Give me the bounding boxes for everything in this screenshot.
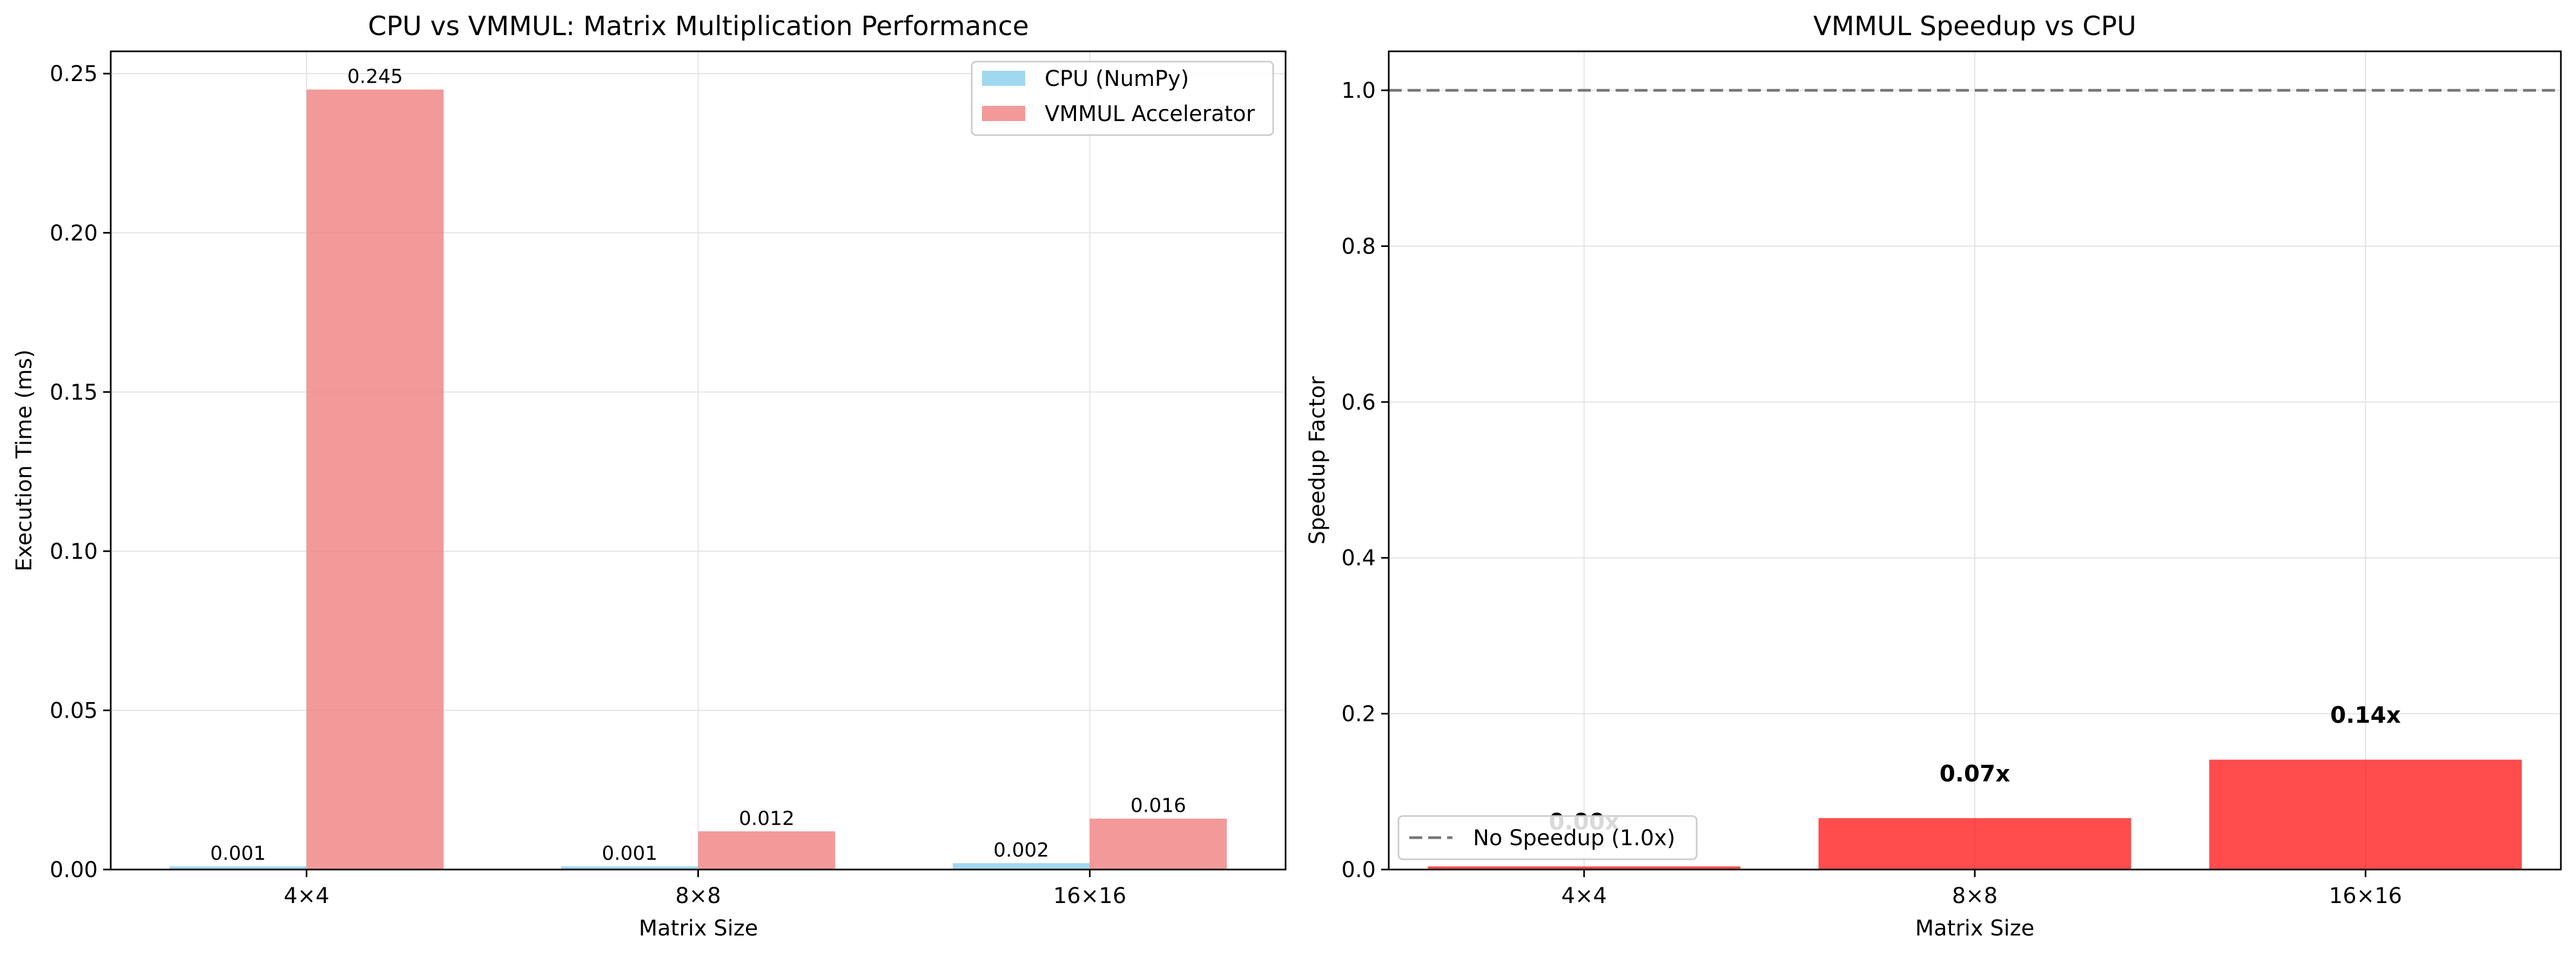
cpu-bar-value-label: 0.001	[602, 843, 657, 865]
legend-swatch-cpu	[982, 71, 1025, 86]
execution-time-grid	[111, 51, 1286, 870]
y-tick-label: 0.8	[1341, 234, 1376, 259]
speedup-y-axis-label: Speedup Factor	[1305, 376, 1330, 545]
legend-label-vmmul: VMMUL Accelerator	[1045, 102, 1255, 126]
cpu-bar	[952, 863, 1090, 870]
execution-time-y-axis-label: Execution Time (ms)	[12, 350, 37, 572]
execution-time-bars: 0.001 0.001 0.002 0.245 0.012 0.016	[169, 66, 1227, 870]
x-tick-label: 16×16	[1053, 884, 1126, 908]
vmmul-bar-value-label: 0.016	[1131, 795, 1186, 817]
y-tick-label: 0.05	[50, 698, 98, 723]
execution-time-x-axis-label: Matrix Size	[639, 916, 758, 941]
cpu-bar	[169, 866, 307, 870]
speedup-ticks: 4×4 8×8 16×16 0.0 0.2 0.4 0.6 0.8 1.0	[1341, 78, 2402, 908]
y-tick-label: 0.20	[50, 221, 98, 246]
y-tick-label: 0.4	[1341, 546, 1376, 571]
vmmul-bar-value-label: 0.245	[347, 66, 403, 88]
speedup-x-axis-label: Matrix Size	[1915, 916, 2035, 941]
speedup-bar	[2209, 759, 2522, 870]
legend-swatch-vmmul	[982, 106, 1025, 121]
speedup-bar-value-label: 0.07x	[1940, 760, 2010, 787]
y-tick-label: 0.15	[50, 380, 98, 405]
x-tick-label: 8×8	[1952, 884, 1997, 908]
execution-time-ticks: 4×4 8×8 16×16 0.00 0.05 0.10 0.15 0.20 0.25	[50, 62, 1126, 908]
legend-label-cpu: CPU (NumPy)	[1045, 66, 1189, 91]
legend-frame	[971, 61, 1274, 136]
cpu-bar-value-label: 0.002	[993, 839, 1049, 861]
y-tick-label: 0.10	[50, 539, 98, 564]
vmmul-bar	[306, 89, 444, 870]
x-tick-label: 4×4	[284, 884, 329, 908]
legend-frame	[1397, 815, 1698, 860]
vmmul-bar-value-label: 0.012	[739, 807, 795, 830]
vmmul-bar	[698, 831, 836, 870]
speedup-bar	[1428, 866, 1740, 870]
vmmul-bar	[1089, 818, 1227, 870]
x-tick-label: 16×16	[2329, 884, 2402, 908]
y-tick-label: 0.0	[1341, 858, 1376, 883]
speedup-bar	[1818, 818, 2131, 870]
x-tick-label: 8×8	[675, 884, 721, 908]
execution-time-chart-title: CPU vs VMMUL: Matrix Multiplication Perf…	[368, 11, 1029, 42]
legend-label-reference-line: No Speedup (1.0x)	[1473, 826, 1675, 851]
speedup-chart-title: VMMUL Speedup vs CPU	[1813, 11, 2136, 42]
cpu-bar	[561, 866, 698, 870]
y-tick-label: 0.6	[1341, 390, 1376, 415]
y-tick-label: 1.0	[1341, 78, 1376, 103]
execution-time-legend: CPU (NumPy) VMMUL Accelerator	[971, 61, 1274, 136]
y-tick-label: 0.00	[50, 858, 98, 883]
speedup-legend: No Speedup (1.0x)	[1397, 815, 1698, 860]
x-tick-label: 4×4	[1561, 884, 1606, 908]
cpu-bar-value-label: 0.001	[210, 843, 266, 865]
speedup-grid	[1389, 51, 2561, 870]
speedup-bar-value-label: 0.14x	[2330, 702, 2401, 728]
execution-time-chart: CPU vs VMMUL: Matrix Multiplication Perf…	[12, 11, 1287, 941]
y-tick-label: 0.25	[50, 62, 98, 86]
y-tick-label: 0.2	[1341, 702, 1376, 727]
